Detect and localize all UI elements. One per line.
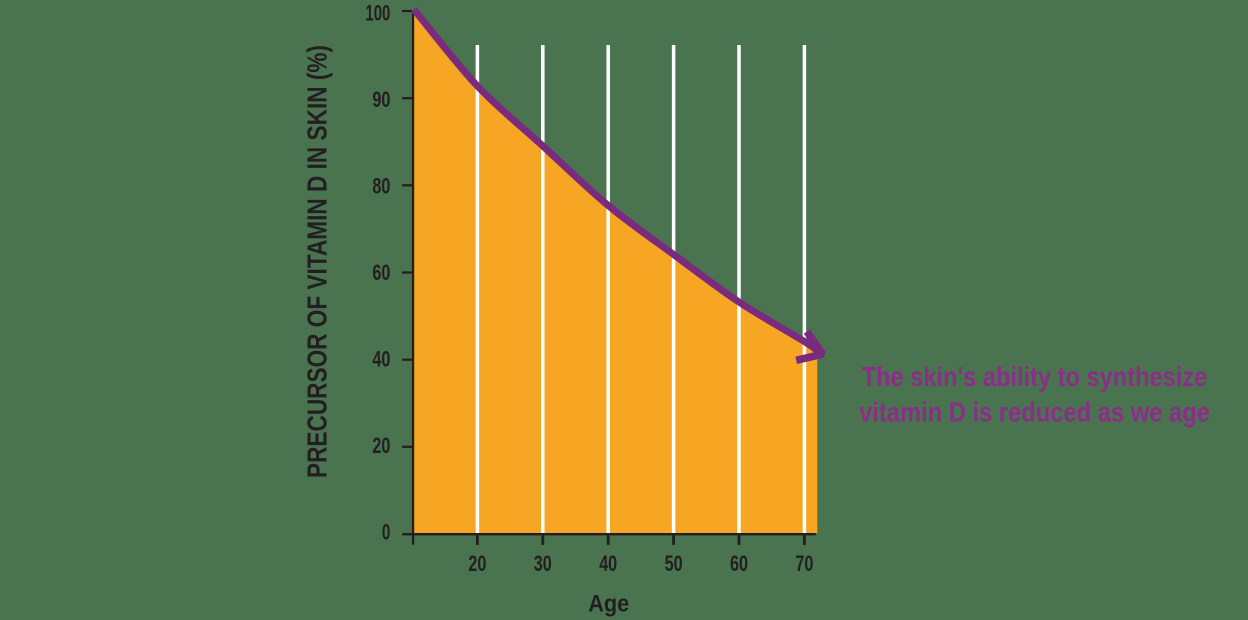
svg-text:50: 50 bbox=[665, 551, 683, 576]
svg-text:60: 60 bbox=[730, 551, 748, 576]
svg-text:30: 30 bbox=[534, 551, 552, 576]
svg-text:90: 90 bbox=[372, 87, 390, 112]
svg-text:The skin's ability to synthesi: The skin's ability to synthesize bbox=[862, 361, 1208, 392]
svg-text:100: 100 bbox=[365, 1, 390, 26]
svg-text:70: 70 bbox=[795, 551, 813, 576]
svg-text:Age: Age bbox=[588, 591, 629, 618]
svg-text:60: 60 bbox=[372, 260, 390, 285]
svg-text:0: 0 bbox=[382, 519, 391, 544]
svg-text:PRECURSOR OF VITAMIN D IN SKIN: PRECURSOR OF VITAMIN D IN SKIN (%) bbox=[302, 45, 333, 478]
svg-text:80: 80 bbox=[372, 174, 390, 199]
svg-text:vitamin D is reduced as we age: vitamin D is reduced as we age bbox=[859, 396, 1210, 427]
svg-text:20: 20 bbox=[372, 433, 390, 458]
svg-text:20: 20 bbox=[468, 551, 486, 576]
svg-text:40: 40 bbox=[372, 346, 390, 371]
svg-text:40: 40 bbox=[599, 551, 617, 576]
